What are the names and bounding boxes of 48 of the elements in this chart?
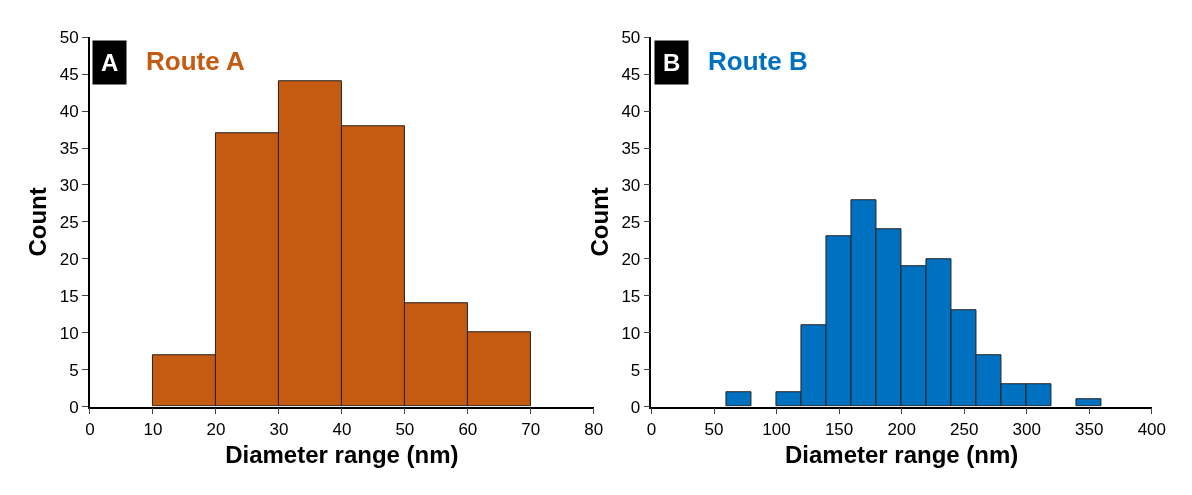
x-tick-label: 0 [646,419,657,439]
x-tick-label: 300 [1012,419,1041,439]
y-tick-label: 40 [59,102,79,122]
y-tick-label: 25 [621,212,641,232]
y-tick-label: 25 [59,212,79,232]
y-tick-label: 30 [621,175,641,195]
x-tick-label: 20 [206,419,226,439]
y-axis-title: Count [585,187,613,257]
x-tick-label: 30 [269,419,289,439]
x-tick-label: 400 [1137,419,1167,439]
x-tick-label: 50 [395,419,415,439]
chart-title: Route A [146,46,245,76]
x-tick-label: 10 [143,419,163,439]
x-tick-label: 250 [950,419,979,439]
y-tick-label: 30 [59,175,79,195]
y-tick-label: 5 [630,360,641,380]
x-tick-label: 200 [887,419,916,439]
y-tick-label: 35 [59,139,79,158]
y-tick-label: 15 [621,286,641,306]
x-tick-label: 70 [521,419,541,439]
x-tick-label: 50 [704,419,724,439]
y-tick-label: 5 [69,360,79,380]
x-tick-label: 40 [332,419,352,439]
annotation: A [101,49,119,76]
y-tick-label: 20 [621,249,641,269]
y-tick-label: 45 [621,65,641,85]
x-tick-label: 0 [85,419,95,439]
y-tick-label: 35 [621,139,641,158]
annotation: B [663,49,681,76]
y-tick-label: 20 [59,249,79,269]
x-tick-label: 150 [824,419,854,439]
y-tick-label: 50 [621,28,641,48]
y-tick-label: 0 [69,397,79,417]
y-tick-label: 40 [621,102,641,122]
chart-title: Route B [708,46,808,76]
y-tick-label: 10 [621,323,641,343]
y-axis-title: Count [24,187,52,257]
y-tick-label: 10 [59,323,79,343]
x-tick-label: 350 [1075,419,1104,439]
y-tick-label: 50 [59,28,79,48]
x-tick-label: 80 [584,419,604,439]
y-tick-label: 45 [59,65,79,85]
x-axis-title: Diameter range (nm) [784,440,1019,468]
x-axis-title: Diameter range (nm) [225,440,459,468]
y-tick-label: 15 [59,286,79,306]
y-tick-label: 0 [630,397,641,417]
x-tick-label: 100 [762,419,791,439]
x-tick-label: 60 [458,419,478,439]
